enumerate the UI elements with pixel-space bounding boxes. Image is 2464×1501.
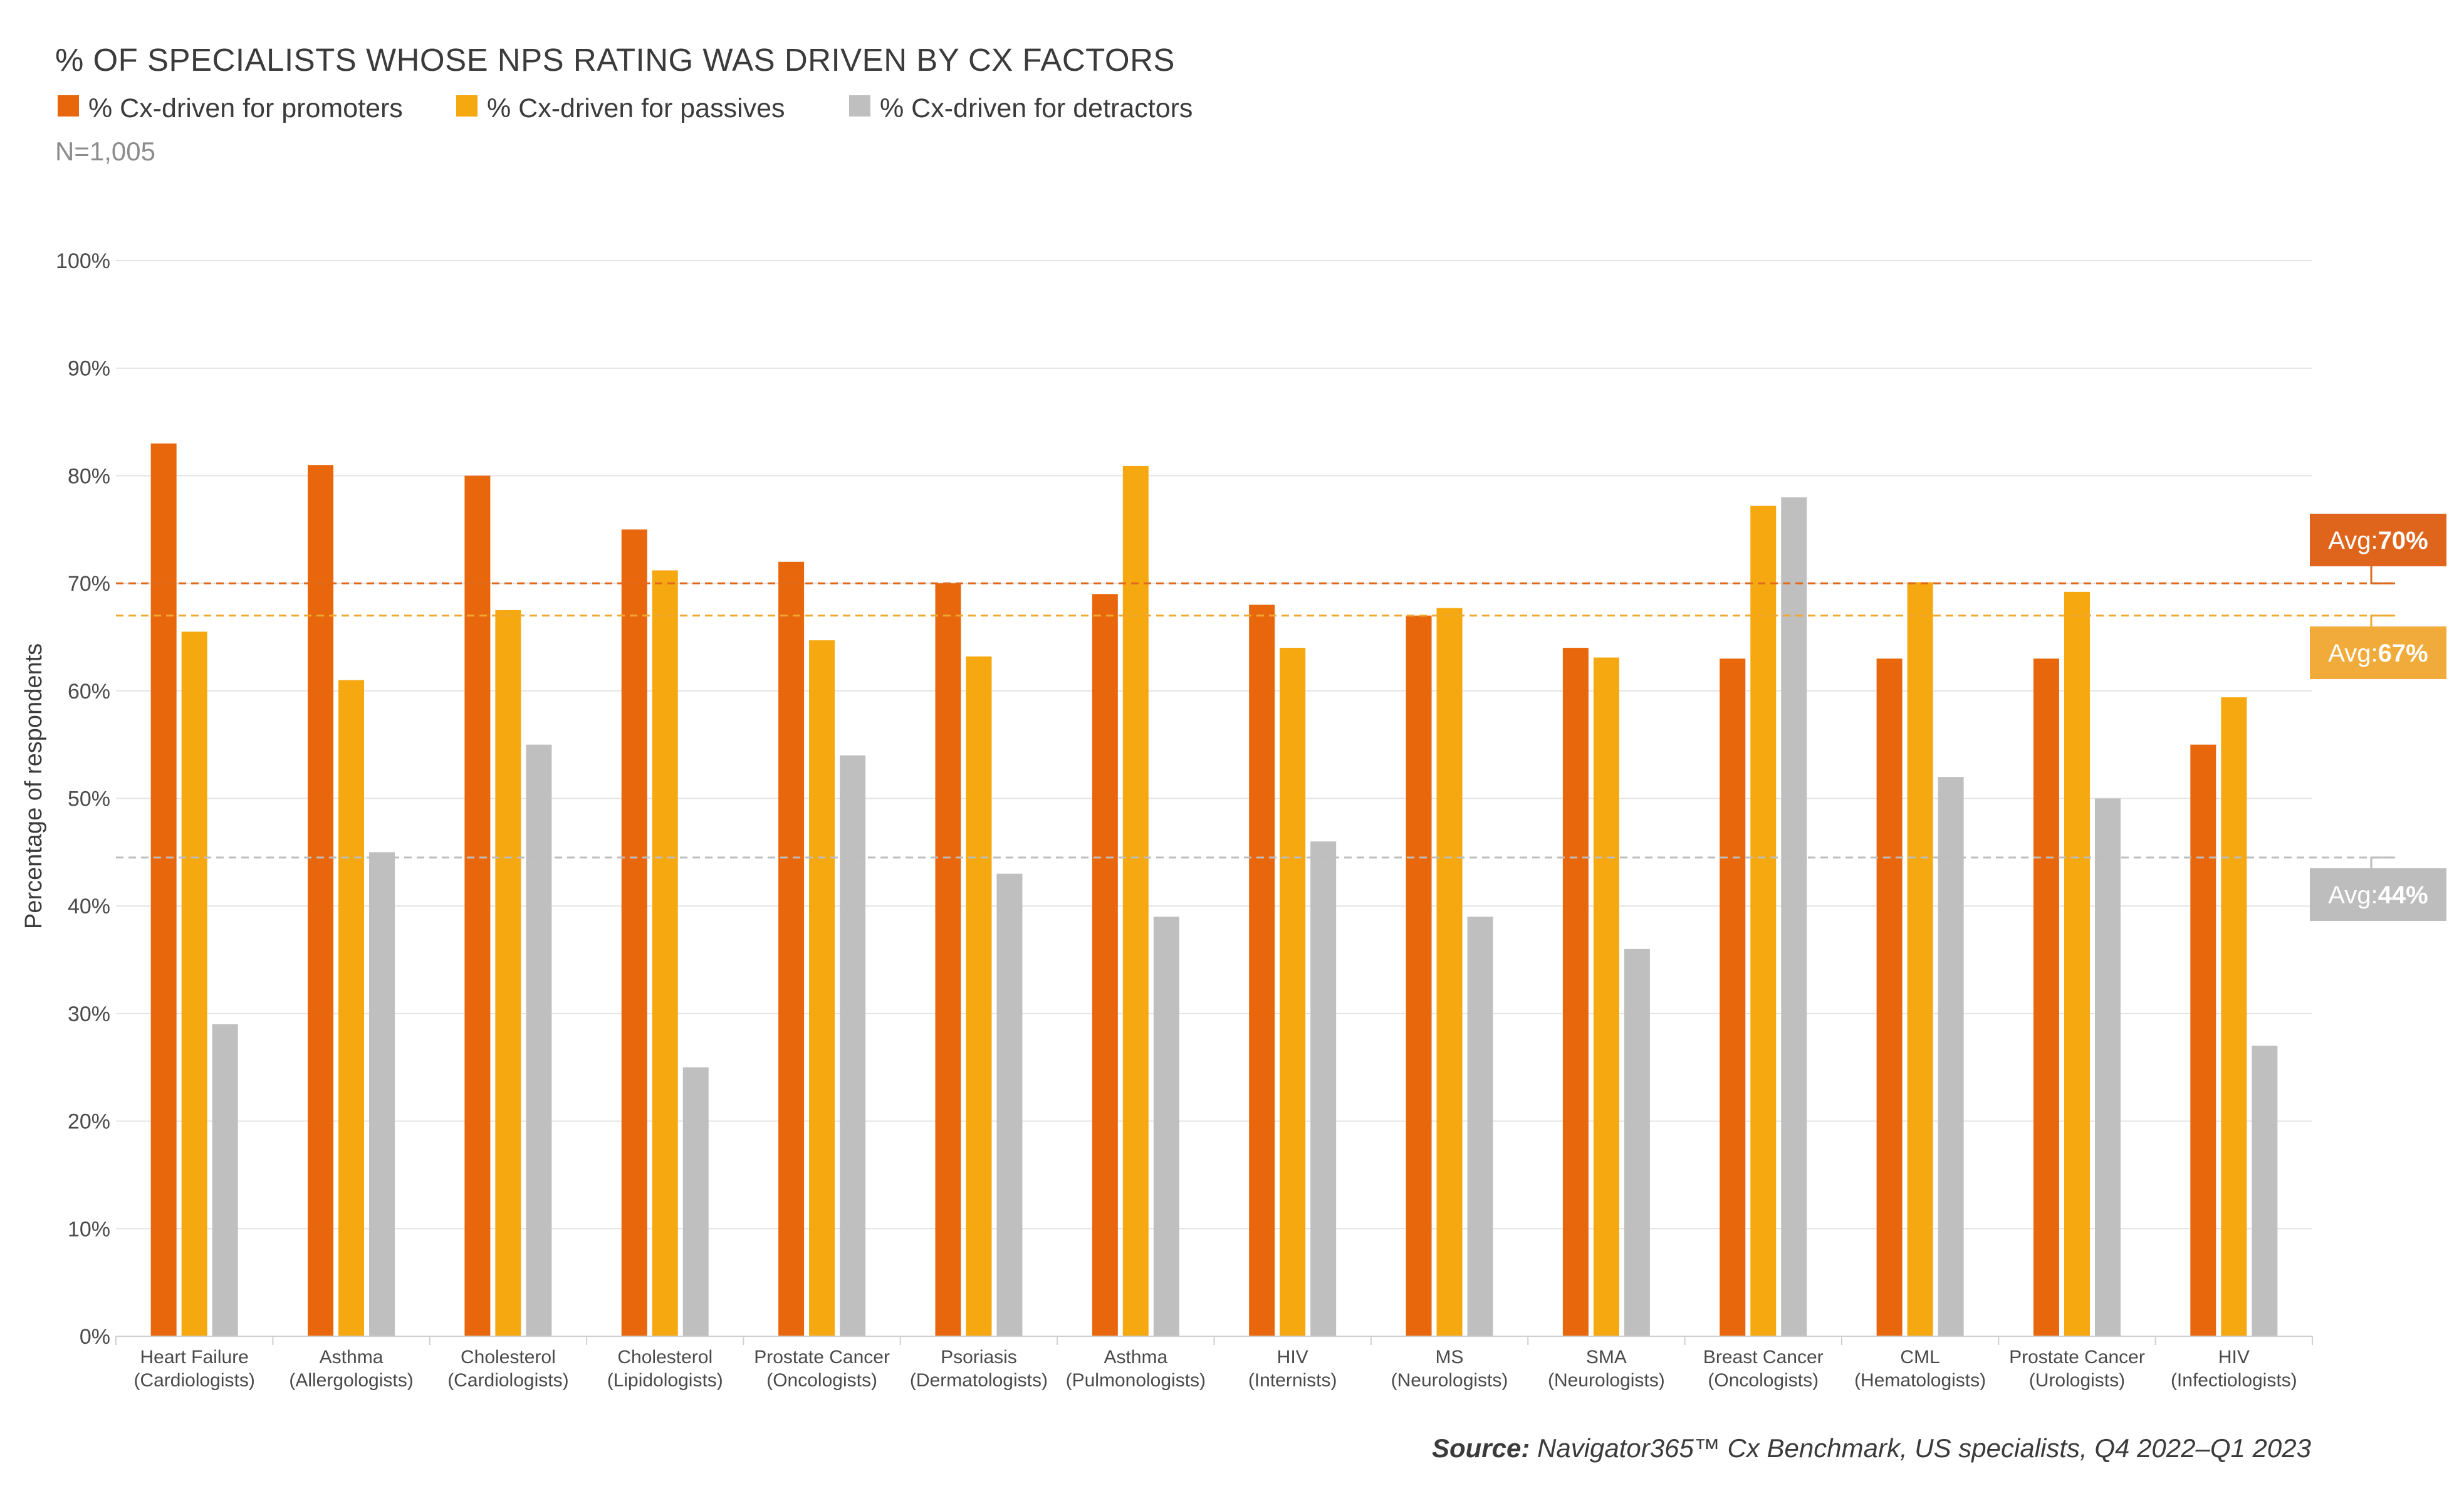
- x-tick-label: HIV (Internists): [1248, 1347, 1337, 1391]
- legend-swatch-passives: [456, 95, 478, 117]
- bar-series-1-cat-3: [464, 475, 491, 1336]
- sample-size-note: N=1,005: [55, 137, 155, 166]
- bar-series-1-cat-1: [150, 443, 177, 1336]
- y-tick-label: 80%: [68, 464, 110, 488]
- bar-series-1-cat-13: [2033, 658, 2059, 1336]
- legend-swatch-detractors: [849, 95, 870, 117]
- bar-series-2-cat-4: [652, 570, 678, 1336]
- x-tick-label: Asthma (Allergologists): [289, 1347, 413, 1391]
- y-tick-label: 0%: [80, 1325, 110, 1349]
- legend-label-passives: % Cx-driven for passives: [487, 93, 785, 123]
- x-tick-label: SMA (Neurologists): [1548, 1347, 1665, 1391]
- y-tick-label: 20%: [68, 1110, 110, 1134]
- bar-series-1-cat-7: [1092, 594, 1118, 1336]
- bar-series-2-cat-8: [1280, 648, 1306, 1336]
- legend-item-passives: % Cx-driven for passives: [456, 93, 785, 123]
- average-connector: [2370, 856, 2395, 868]
- bar-series-1-cat-5: [778, 561, 805, 1336]
- bar-series-3-cat-10: [1624, 948, 1650, 1336]
- x-tick-label: Breast Cancer (Oncologists): [1703, 1347, 1824, 1391]
- bar-series-3-cat-12: [1938, 777, 1964, 1336]
- x-axis-categories: Heart Failure (Cardiologists) Asthma (Aller…: [133, 1347, 2297, 1391]
- legend: % Cx-driven for promoters % Cx-driven fo…: [58, 93, 1193, 123]
- bar-series-3-cat-7: [1153, 917, 1179, 1336]
- bar-series-1-cat-4: [621, 529, 647, 1336]
- x-tick-label: Cholesterol (Lipidologists): [607, 1347, 723, 1391]
- average-label: Avg:67%: [2328, 640, 2428, 667]
- bar-series-3-cat-1: [212, 1024, 238, 1336]
- legend-label-detractors: % Cx-driven for detractors: [880, 93, 1193, 123]
- x-tick-label: Heart Failure (Cardiologists): [133, 1347, 254, 1391]
- y-tick-label: 60%: [68, 680, 110, 704]
- bar-series-2-cat-13: [2064, 591, 2090, 1337]
- bar-series-1-cat-8: [1249, 605, 1275, 1337]
- legend-item-detractors: % Cx-driven for detractors: [849, 93, 1193, 123]
- bar-series-3-cat-5: [840, 755, 866, 1336]
- bar-series-2-cat-12: [1907, 582, 1933, 1336]
- bar-series-1-cat-11: [1720, 658, 1746, 1336]
- x-tick-label: Prostate Cancer (Oncologists): [754, 1347, 890, 1391]
- average-badge: [2310, 868, 2446, 921]
- bar-series-3-cat-11: [1781, 497, 1807, 1336]
- average-badge: [2310, 626, 2446, 679]
- bars: [150, 443, 2278, 1337]
- grid-lines: [116, 260, 2312, 1230]
- bar-series-2-cat-9: [1436, 608, 1463, 1336]
- y-tick-label: 50%: [68, 787, 110, 811]
- bar-series-3-cat-14: [2252, 1046, 2278, 1336]
- bar-series-2-cat-5: [809, 640, 835, 1336]
- x-tick-label: CML (Hematologists): [1854, 1347, 1986, 1391]
- source-note: Source: Navigator365™ Cx Benchmark, US s…: [1432, 1433, 2311, 1463]
- chart-title: % OF SPECIALISTS WHOSE NPS RATING WAS DR…: [55, 42, 1175, 78]
- bar-series-3-cat-13: [2094, 798, 2121, 1336]
- average-connector: [2370, 615, 2395, 626]
- bar-series-2-cat-6: [966, 656, 992, 1336]
- x-tick-label: Psoriasis (Dermatologists): [910, 1347, 1048, 1391]
- bar-series-3-cat-8: [1310, 841, 1337, 1336]
- y-axis-label: Percentage of respondents: [21, 643, 47, 929]
- x-tick-label: Prostate Cancer (Urologists): [2009, 1347, 2145, 1391]
- y-tick-label: 10%: [68, 1217, 110, 1241]
- legend-label-promoters: % Cx-driven for promoters: [88, 93, 403, 123]
- bar-series-2-cat-2: [338, 680, 365, 1336]
- average-connector: [2370, 566, 2395, 584]
- bar-series-1-cat-2: [308, 465, 334, 1336]
- bar-series-2-cat-3: [495, 610, 521, 1336]
- y-tick-label: 70%: [68, 572, 110, 596]
- bar-series-3-cat-3: [526, 744, 552, 1336]
- source-label: Source:: [1432, 1433, 1530, 1463]
- average-label: Avg:70%: [2328, 527, 2428, 554]
- bar-series-1-cat-14: [2190, 744, 2216, 1336]
- legend-swatch-promoters: [58, 95, 79, 117]
- bar-series-3-cat-6: [996, 873, 1023, 1336]
- x-tick-label: Cholesterol (Cardiologists): [447, 1347, 568, 1391]
- x-tick-label: Asthma (Pulmonologists): [1066, 1347, 1206, 1391]
- bar-series-2-cat-7: [1122, 465, 1149, 1336]
- x-tick-label: MS (Neurologists): [1391, 1347, 1508, 1391]
- bar-series-1-cat-6: [935, 583, 961, 1336]
- bar-series-2-cat-11: [1750, 506, 1777, 1336]
- bar-series-2-cat-10: [1593, 657, 1619, 1336]
- source-text: Navigator365™ Cx Benchmark, US specialis…: [1530, 1433, 2311, 1463]
- legend-item-promoters: % Cx-driven for promoters: [58, 93, 403, 123]
- average-label: Avg:44%: [2328, 881, 2428, 909]
- x-axis: [115, 1336, 2313, 1345]
- bar-series-1-cat-12: [1876, 658, 1903, 1336]
- bar-series-3-cat-9: [1467, 917, 1493, 1336]
- average-markers: Avg:70% Avg:67% Avg:44%: [116, 514, 2446, 921]
- bar-series-1-cat-9: [1406, 615, 1432, 1336]
- bar-series-3-cat-2: [369, 852, 395, 1336]
- bar-series-1-cat-10: [1562, 648, 1589, 1336]
- bar-series-2-cat-1: [181, 631, 207, 1336]
- y-tick-label: 90%: [68, 357, 110, 381]
- y-axis-ticks: 0% 10% 20% 30% 40% 50% 60% 70% 80% 90% 100%: [56, 249, 110, 1349]
- y-tick-label: 100%: [56, 249, 110, 273]
- y-tick-label: 30%: [68, 1002, 110, 1026]
- bar-series-2-cat-14: [2221, 697, 2247, 1336]
- x-tick-label: HIV (Infectiologists): [2171, 1347, 2297, 1391]
- average-badge: [2310, 514, 2446, 566]
- bar-series-3-cat-4: [682, 1067, 709, 1336]
- y-tick-label: 40%: [68, 895, 110, 918]
